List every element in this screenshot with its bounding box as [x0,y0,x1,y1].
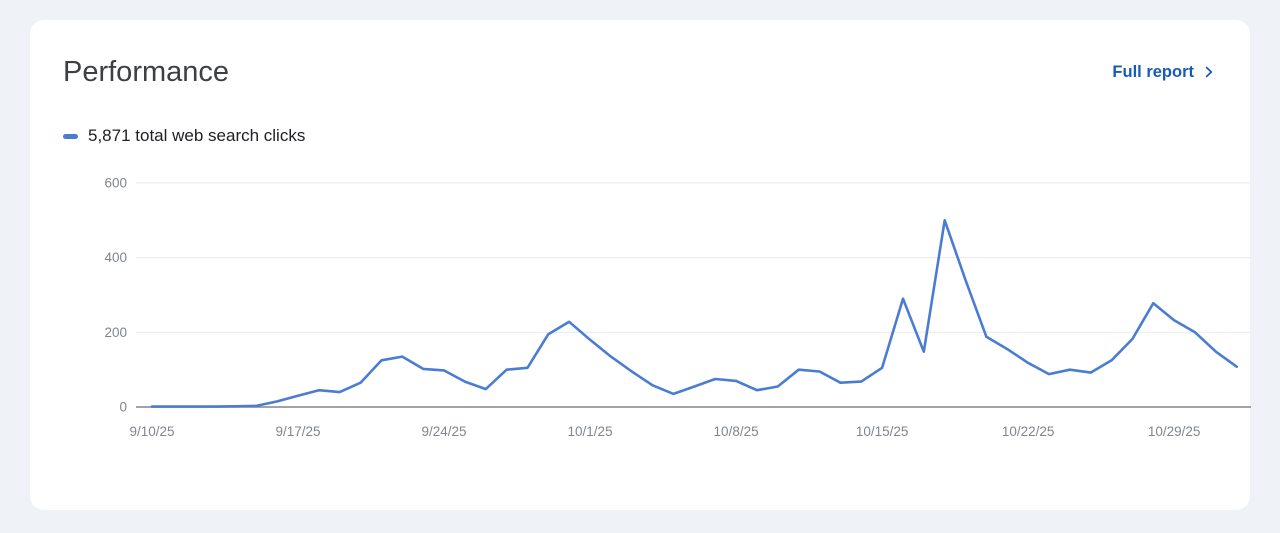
chart-legend: 5,871 total web search clicks [63,124,1230,148]
clicks-line-chart[interactable]: 0 200 400 600 9/10/25 9/17/25 9/24/25 10/1/25 10… [91,170,1256,458]
series-color-dash-icon [63,133,78,139]
performance-card: Performance Full report 5,871 total web … [30,20,1251,510]
chart-area: 0 200 400 600 9/10/25 9/17/25 9/24/25 10/1/25 10… [91,170,1251,463]
x-tick-label: 10/29/25 [1148,424,1201,439]
y-tick-label: 200 [104,325,127,340]
y-tick-label: 400 [104,250,127,265]
clicks-series-line [150,218,1238,408]
x-tick-label: 10/8/25 [714,424,759,439]
chevron-right-icon [1202,65,1216,79]
full-report-label: Full report [1112,62,1194,81]
x-tick-label: 10/22/25 [1002,424,1055,439]
x-tick-label: 9/17/25 [275,424,320,439]
y-tick-label: 600 [104,175,127,190]
card-header: Performance Full report [63,50,1230,94]
page-title: Performance [63,55,230,88]
x-tick-label: 9/10/25 [129,424,174,439]
full-report-link[interactable]: Full report [1112,63,1230,82]
legend-label: 5,871 total web search clicks [88,126,306,145]
x-tick-label: 10/1/25 [568,424,613,439]
x-tick-label: 10/15/25 [856,424,909,439]
y-tick-label: 0 [119,400,127,415]
x-tick-label: 9/24/25 [422,424,467,439]
